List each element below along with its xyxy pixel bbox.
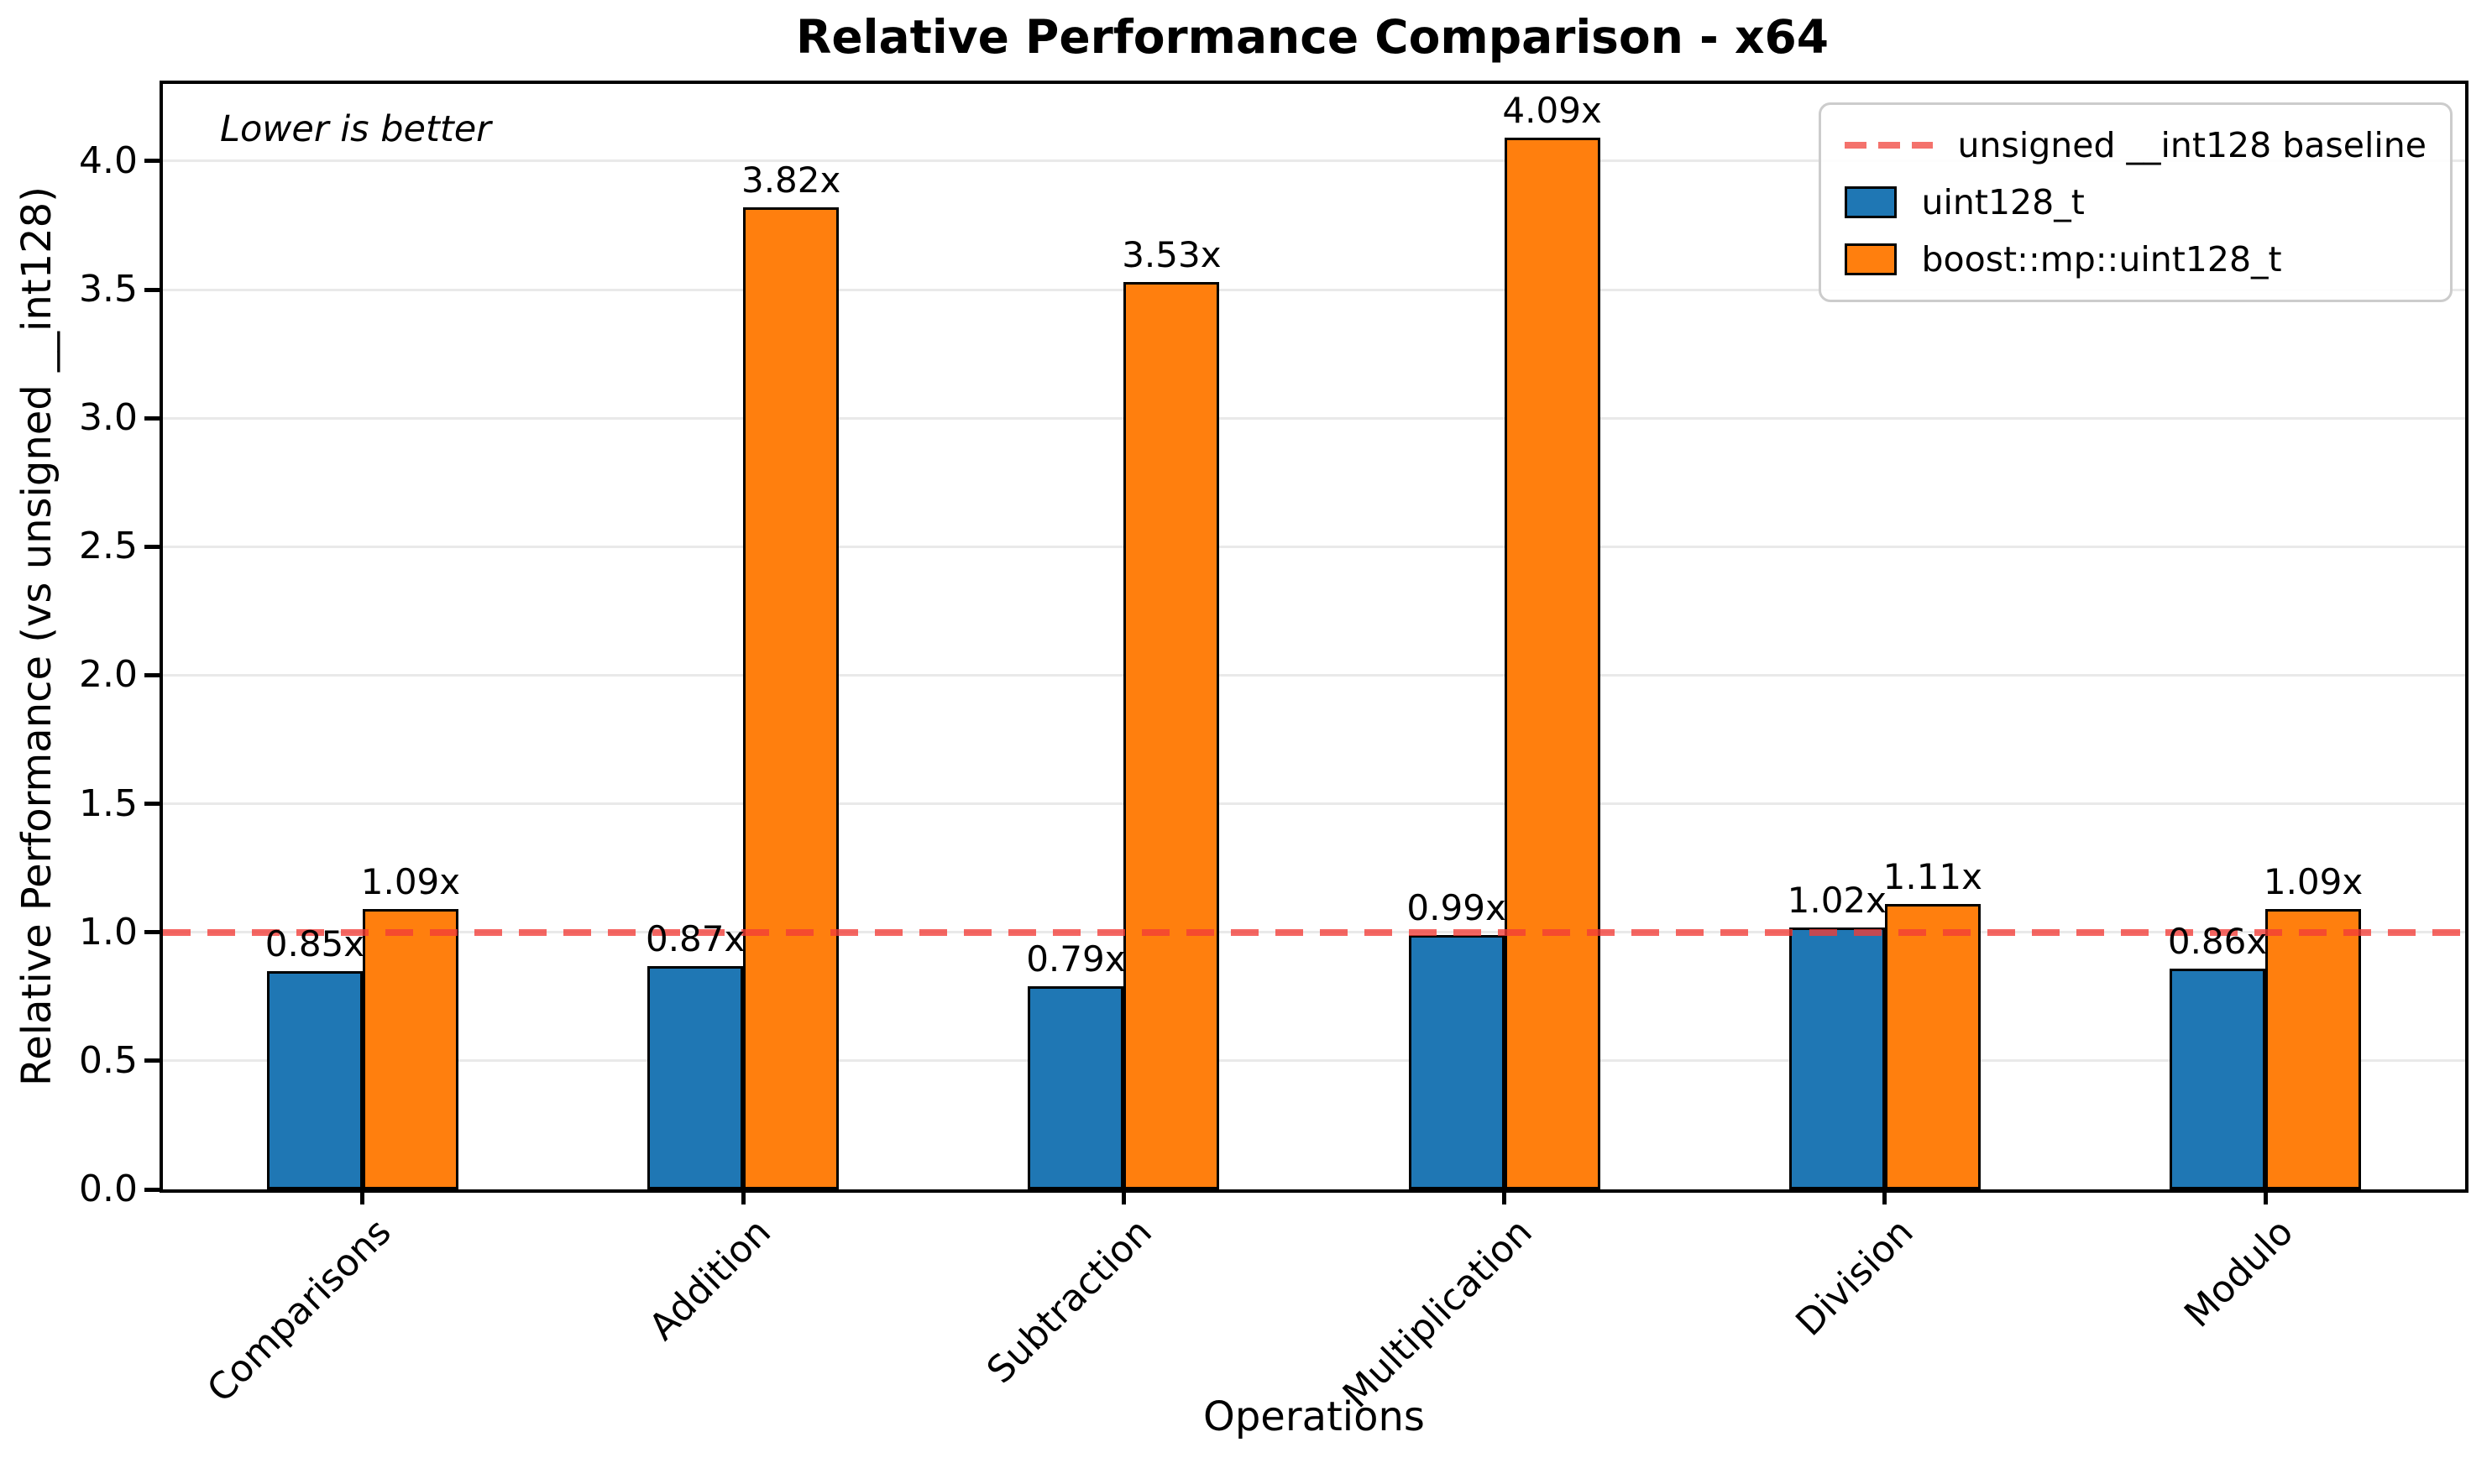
gridline bbox=[163, 288, 2465, 291]
gridline bbox=[163, 802, 2465, 806]
gridline bbox=[163, 545, 2465, 548]
y-tick-mark bbox=[144, 159, 160, 164]
y-tick-label: 3.5 bbox=[79, 268, 138, 311]
bar-value-label: 1.11x bbox=[1882, 856, 1983, 898]
bar-uint128-t-modulo bbox=[2170, 968, 2266, 1189]
y-tick-label: 1.0 bbox=[79, 910, 138, 954]
legend-label: unsigned __int128 baseline bbox=[1957, 125, 2427, 165]
bar-boost-mp-uint128-t-modulo bbox=[2265, 909, 2362, 1189]
bar-value-label: 3.82x bbox=[741, 159, 841, 201]
bar-value-label: 0.87x bbox=[645, 917, 746, 959]
bar-boost-mp-uint128-t-addition bbox=[743, 207, 840, 1189]
y-tick-mark bbox=[144, 802, 160, 807]
y-tick-mark bbox=[144, 287, 160, 292]
gridline bbox=[163, 159, 2465, 163]
bar-boost-mp-uint128-t-subtraction bbox=[1123, 281, 1220, 1189]
bar-value-label: 0.85x bbox=[264, 922, 365, 964]
bar-uint128-t-division bbox=[1788, 927, 1885, 1189]
legend-color-patch bbox=[1844, 243, 1897, 275]
x-tick-label: Comparisons bbox=[198, 1210, 400, 1411]
baseline-dashed-line bbox=[163, 928, 2465, 936]
bar-value-label: 0.99x bbox=[1406, 886, 1506, 928]
legend-item-baseline: unsigned __int128 baseline bbox=[1844, 122, 2427, 169]
gridline bbox=[163, 416, 2465, 420]
legend-item-uint128-t: uint128_t bbox=[1844, 179, 2427, 226]
y-tick-label: 0.5 bbox=[79, 1038, 138, 1082]
y-tick-mark bbox=[144, 1187, 160, 1192]
legend-item-boost-mp-uint128-t: boost::mp::uint128_t bbox=[1844, 236, 2427, 283]
y-tick-label: 2.5 bbox=[79, 525, 138, 568]
x-tick-mark bbox=[741, 1189, 746, 1204]
x-tick-mark bbox=[360, 1189, 365, 1204]
x-tick-label: Modulo bbox=[2176, 1210, 2302, 1336]
bar-uint128-t-subtraction bbox=[1028, 986, 1124, 1189]
bar-value-label: 1.09x bbox=[360, 861, 461, 903]
baseline-dash-sample bbox=[1844, 142, 1933, 149]
bar-boost-mp-uint128-t-comparisons bbox=[362, 909, 458, 1189]
y-tick-label: 1.5 bbox=[79, 781, 138, 825]
y-tick-label: 3.0 bbox=[79, 396, 138, 440]
y-tick-mark bbox=[144, 1058, 160, 1063]
x-tick-mark bbox=[1121, 1189, 1126, 1204]
bar-uint128-t-comparisons bbox=[266, 970, 363, 1189]
x-tick-label: Subtraction bbox=[978, 1210, 1160, 1393]
y-axis-label: Relative Performance (vs unsigned __int1… bbox=[13, 186, 60, 1086]
y-tick-label: 2.0 bbox=[79, 653, 138, 697]
y-tick-mark bbox=[144, 415, 160, 421]
bar-value-label: 4.09x bbox=[1502, 90, 1602, 132]
y-tick-mark bbox=[144, 930, 160, 935]
bar-value-label: 0.86x bbox=[2167, 920, 2268, 962]
bar-uint128-t-addition bbox=[647, 965, 744, 1189]
bar-value-label: 0.79x bbox=[1026, 938, 1126, 980]
bar-uint128-t-multiplication bbox=[1408, 934, 1505, 1189]
x-tick-mark bbox=[1882, 1189, 1887, 1204]
annotation-lower-is-better: Lower is better bbox=[220, 108, 491, 150]
legend-label: boost::mp::uint128_t bbox=[1921, 239, 2282, 280]
legend-label: uint128_t bbox=[1921, 182, 2085, 222]
bar-value-label: 1.09x bbox=[2263, 861, 2364, 903]
gridline bbox=[163, 673, 2465, 677]
legend-color-patch bbox=[1844, 186, 1897, 218]
y-tick-label: 4.0 bbox=[79, 138, 138, 182]
bar-boost-mp-uint128-t-multiplication bbox=[1504, 138, 1600, 1189]
y-tick-mark bbox=[144, 544, 160, 549]
x-tick-label: Division bbox=[1787, 1210, 1922, 1345]
x-tick-label: Addition bbox=[641, 1210, 780, 1349]
y-tick-mark bbox=[144, 672, 160, 677]
chart-title: Relative Performance Comparison - x64 bbox=[795, 10, 1830, 64]
x-tick-label: Multiplication bbox=[1335, 1210, 1541, 1417]
bar-boost-mp-uint128-t-division bbox=[1884, 904, 1981, 1189]
y-tick-label: 0.0 bbox=[79, 1168, 138, 1210]
bar-value-label: 1.02x bbox=[1787, 879, 1887, 921]
x-tick-mark bbox=[1502, 1189, 1507, 1204]
bar-value-label: 3.53x bbox=[1122, 233, 1222, 275]
gridline bbox=[163, 1059, 2465, 1063]
x-tick-mark bbox=[2263, 1189, 2268, 1204]
x-axis-label: Operations bbox=[1203, 1393, 1425, 1440]
